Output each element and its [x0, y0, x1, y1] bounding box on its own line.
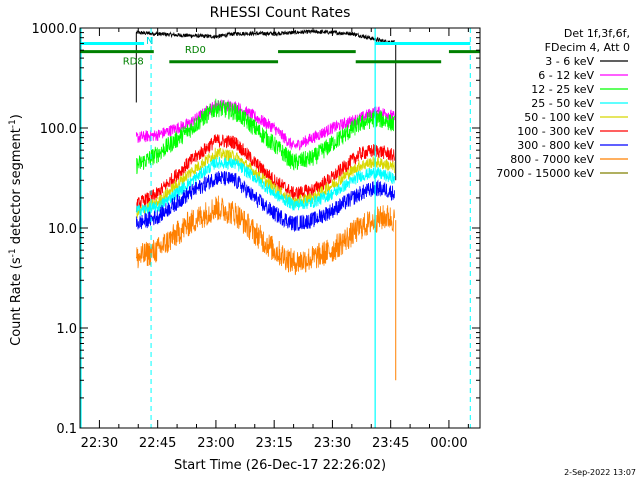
series-line-2 [135, 98, 395, 175]
series-line-0 [135, 29, 395, 45]
legend-label-4: 50 - 100 keV [524, 111, 594, 124]
y-axis-label-sup2: -1 [8, 119, 18, 128]
chart-title: RHESSI Count Rates [210, 5, 351, 21]
legend-label-5: 100 - 300 keV [517, 125, 594, 138]
y-tick-label-0: 0.1 [56, 422, 77, 437]
y-tick-label-4: 1000.0 [32, 22, 78, 37]
y-axis-label-close: ) [9, 114, 24, 119]
y-axis-label-main: Count Rate (s [9, 257, 24, 346]
y-axis-label: Count Rate (s-1 detector segment-1) [8, 114, 24, 346]
x-axis: 22:30 22:45 23:00 23:15 23:30 23:45 00:00 [79, 28, 469, 451]
annotation-2: RD8 [123, 57, 144, 68]
overlay-layer: N RD0 RD8 [80, 28, 480, 428]
series-line-5 [136, 156, 395, 218]
legend-label-1: 6 - 12 keV [538, 69, 594, 82]
footer-date: 2-Sep-2022 13:07 [564, 468, 636, 477]
x-tick-label-4: 23:30 [314, 436, 351, 451]
x-axis-label: Start Time (26-Dec-17 22:26:02) [174, 458, 386, 473]
x-tick-label-5: 23:45 [372, 436, 409, 451]
series-line-1 [135, 99, 395, 151]
y-tick-label-2: 10.0 [48, 222, 77, 237]
x-tick-label-3: 23:15 [255, 436, 292, 451]
y-axis-label-sup1: -1 [8, 248, 18, 257]
series-line-3 [135, 134, 395, 212]
y-tick-label-1: 1.0 [56, 322, 77, 337]
legend-label-7: 800 - 7000 keV [510, 153, 594, 166]
annotation-0: N [146, 36, 153, 47]
y-axis: 0.1 1.0 10.0 100.0 1000.0 [32, 22, 480, 437]
y-tick-label-3: 100.0 [40, 122, 77, 137]
annotation-1: RD0 [185, 45, 206, 56]
legend-label-8: 7000 - 15000 keV [496, 167, 594, 180]
legend-label-2: 12 - 25 keV [531, 83, 594, 96]
legend-label-6: 300 - 800 keV [517, 139, 594, 152]
x-tick-label-1: 22:45 [139, 436, 176, 451]
legend-label-3: 25 - 50 keV [531, 97, 594, 110]
legend-header-1: FDecim 4, Att 0 [545, 41, 630, 54]
x-tick-label-0: 22:30 [81, 436, 118, 451]
legend-header-0: Det 1f,3f,6f, [564, 27, 630, 40]
series-line-4 [135, 147, 395, 219]
data-layer [135, 29, 395, 276]
x-tick-label-6: 00:00 [430, 436, 467, 451]
y-axis-label-mid: detector segment [9, 128, 24, 248]
series-line-6 [135, 170, 395, 232]
series-line-7 [135, 195, 395, 276]
legend-label-0: 3 - 6 keV [545, 55, 594, 68]
x-tick-label-2: 23:00 [197, 436, 234, 451]
